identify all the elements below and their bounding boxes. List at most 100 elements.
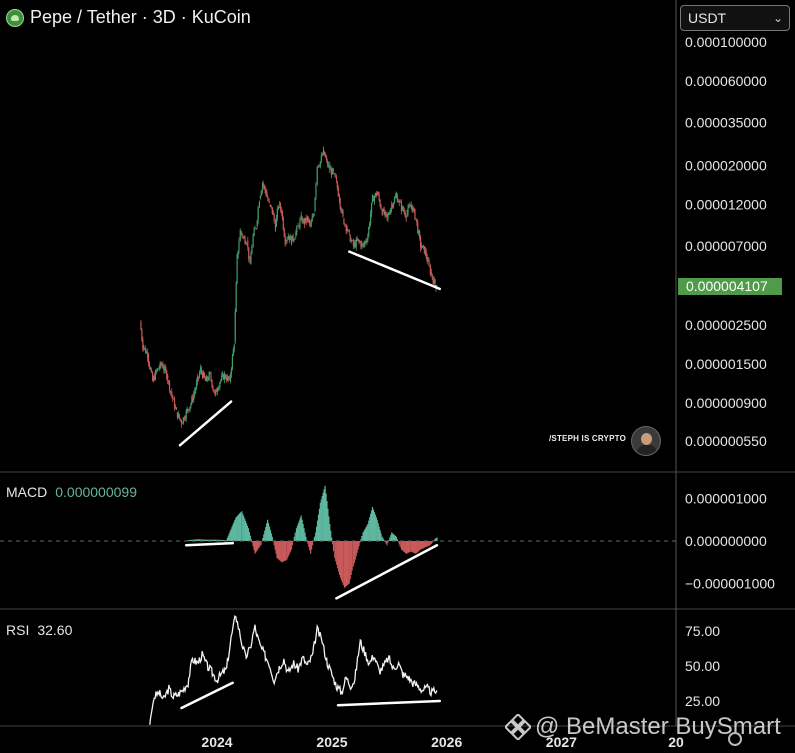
macd-bar	[400, 541, 403, 550]
macd-bar	[205, 539, 207, 541]
candle-body	[255, 228, 257, 230]
macd-bar	[392, 534, 395, 541]
macd-bar	[321, 495, 323, 541]
macd-bar	[405, 541, 407, 554]
candle-body	[290, 236, 293, 245]
currency-select[interactable]: USDT ⌄	[680, 5, 790, 31]
macd-bar	[235, 517, 237, 541]
candle-body	[308, 219, 310, 224]
macd-bar	[290, 541, 293, 550]
candle-body	[381, 209, 383, 215]
macd-bar	[230, 528, 232, 541]
macd-bar	[251, 541, 253, 543]
macd-pane[interactable]	[184, 485, 439, 600]
macd-bar	[307, 541, 309, 544]
candle-body	[386, 213, 388, 218]
price-trendline	[348, 250, 442, 291]
candle-body	[172, 395, 174, 399]
macd-bar	[237, 515, 239, 541]
rsi-trendline	[336, 699, 442, 707]
candle-body	[331, 168, 333, 175]
candle-body	[300, 215, 302, 220]
price-tick-label: 0.000002500	[685, 317, 767, 333]
candle-body	[196, 376, 199, 382]
pepe-frog-icon	[6, 8, 24, 27]
macd-bar	[264, 530, 266, 541]
candle-body	[230, 368, 233, 375]
candle-body	[375, 193, 377, 196]
macd-bar	[436, 537, 438, 541]
candle-body	[393, 197, 396, 203]
candle-body	[411, 204, 413, 211]
macd-bar	[387, 541, 389, 543]
macd-bar	[337, 541, 340, 572]
candle-body	[216, 389, 218, 392]
macd-bar	[242, 513, 244, 541]
candle-body	[238, 241, 240, 251]
candle-body	[247, 240, 249, 248]
macd-bar	[255, 541, 257, 553]
macd-bar	[368, 520, 370, 541]
candle-body	[237, 250, 239, 258]
last-price-badge: 0.000004107	[678, 278, 782, 295]
candle-body	[165, 367, 167, 371]
candle-body	[400, 202, 403, 211]
price-pane[interactable]	[140, 146, 442, 447]
macd-bar	[389, 537, 391, 541]
candle-body	[320, 155, 322, 162]
macd-bar	[319, 502, 321, 541]
macd-bar	[232, 524, 234, 541]
candle-body	[197, 376, 200, 378]
candle-body	[407, 207, 409, 213]
macd-bar	[382, 538, 384, 541]
macd-bar	[407, 541, 409, 553]
macd-bar	[239, 513, 241, 541]
candle-body	[191, 397, 193, 404]
candle-body	[322, 148, 325, 155]
candle-body	[215, 389, 217, 396]
candle-body	[374, 193, 376, 197]
macd-bar	[317, 514, 320, 541]
macd-bar	[293, 536, 295, 541]
macd-bar	[346, 541, 348, 586]
macd-bar	[393, 535, 396, 541]
candle-body	[343, 218, 345, 225]
macd-tick-label: 0.000000000	[685, 533, 767, 549]
macd-bar	[265, 527, 267, 541]
candle-body	[146, 352, 149, 358]
price-tick-label: 0.000000900	[685, 395, 767, 411]
candle-body	[304, 217, 306, 223]
candle-body	[394, 196, 397, 198]
candle-body	[207, 379, 209, 381]
candle-body	[265, 190, 267, 195]
candle-body	[392, 204, 394, 207]
candle-body	[223, 373, 226, 380]
candle-body	[370, 202, 373, 214]
macd-bar	[266, 519, 269, 541]
candle-body	[338, 196, 341, 202]
candle-body	[303, 218, 305, 225]
macd-bar	[371, 507, 374, 541]
rsi-tick-label: 75.00	[685, 623, 720, 639]
macd-bar	[198, 539, 200, 541]
candle-body	[367, 236, 369, 241]
macd-bar	[342, 541, 344, 586]
candle-body	[292, 235, 294, 241]
macd-bar	[401, 541, 403, 551]
macd-bar	[369, 517, 371, 541]
candle-body	[239, 230, 241, 242]
gear-icon[interactable]	[728, 732, 742, 746]
macd-bar	[236, 516, 238, 541]
candle-body	[312, 215, 314, 217]
macd-bar	[367, 524, 369, 541]
macd-bar	[409, 541, 411, 553]
candle-body	[240, 231, 242, 234]
rsi-pane[interactable]	[149, 615, 442, 725]
macd-bar	[365, 527, 367, 541]
macd-bar	[228, 533, 230, 541]
candle-body	[228, 377, 231, 380]
candle-body	[378, 194, 380, 200]
candle-body	[174, 407, 177, 409]
macd-bar	[415, 541, 417, 554]
